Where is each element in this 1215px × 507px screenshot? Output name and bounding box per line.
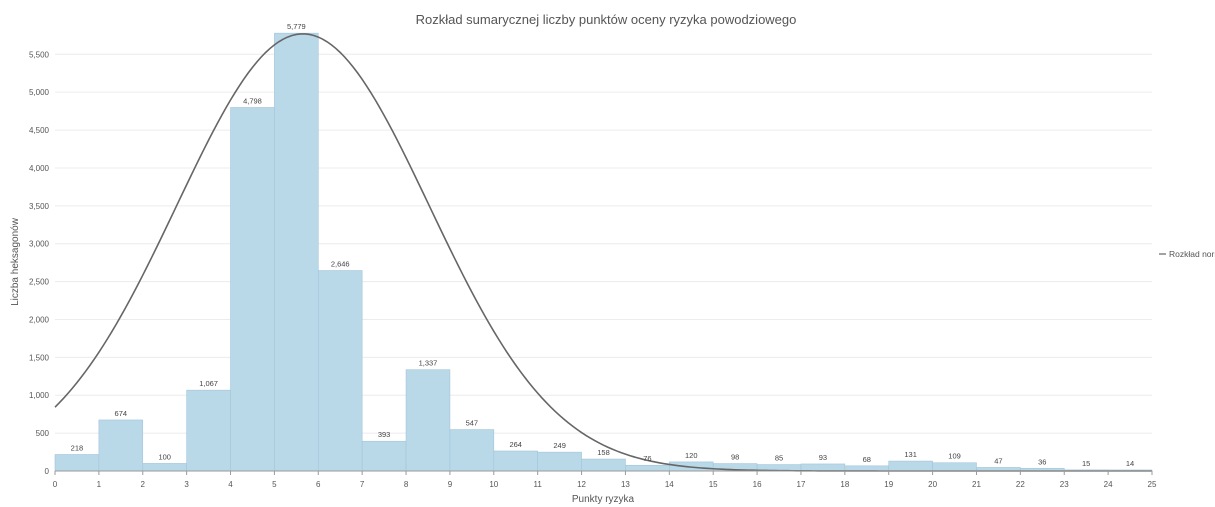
x-tick-label: 13 [621, 480, 630, 489]
x-tick-label: 2 [141, 480, 146, 489]
legend: Rozkład norm [1159, 249, 1215, 259]
bar [888, 460, 933, 472]
bar [98, 419, 144, 472]
bar [54, 454, 100, 472]
data-label: 674 [115, 409, 128, 418]
x-tick-label: 19 [884, 480, 893, 489]
data-label: 547 [466, 419, 479, 428]
data-label: 2,646 [331, 260, 350, 269]
axes: 0 500 1,000 1,500 2,000 2,500 3,000 3,500 4,000 4… [29, 50, 1157, 489]
x-tick-label: 21 [972, 480, 981, 489]
bar [274, 32, 319, 472]
chart-title: Rozkład sumarycznej liczby punktów oceny… [416, 12, 797, 27]
x-tick-label: 15 [709, 480, 718, 489]
data-label: 85 [775, 454, 783, 463]
x-tick-label: 22 [1016, 480, 1025, 489]
y-tick-label: 2,000 [29, 315, 50, 324]
bar [581, 458, 626, 472]
data-label: 93 [819, 453, 827, 462]
y-tick-label: 1,500 [29, 353, 50, 362]
x-tick-label: 17 [797, 480, 806, 489]
x-tick-label: 4 [228, 480, 233, 489]
data-label: 14 [1126, 459, 1134, 468]
bar [625, 464, 670, 472]
bar [493, 450, 538, 472]
data-label: 100 [158, 452, 171, 461]
data-label: 36 [1038, 457, 1046, 466]
x-tick-label: 9 [448, 480, 453, 489]
bar [449, 429, 495, 472]
y-tick-label: 500 [36, 429, 50, 438]
bar [405, 369, 451, 472]
data-label: 15 [1082, 459, 1090, 468]
y-tick-label: 5,500 [29, 50, 50, 59]
y-tick-label: 5,000 [29, 88, 50, 97]
x-tick-label: 0 [53, 480, 58, 489]
data-label: 1,337 [419, 359, 438, 368]
data-label: 120 [685, 451, 698, 460]
y-tick-label: 0 [45, 467, 50, 476]
bars [54, 32, 1153, 472]
data-label: 76 [643, 454, 651, 463]
x-tick-label: 11 [534, 480, 543, 489]
legend-label: Rozkład norm [1169, 249, 1215, 259]
bar [142, 463, 187, 472]
x-tick-label: 23 [1060, 480, 1069, 489]
data-label: 393 [378, 430, 391, 439]
y-tick-label: 3,000 [29, 240, 50, 249]
x-axis-title: Punkty ryzyka [572, 494, 635, 505]
x-tick-label: 1 [97, 480, 102, 489]
x-tick-label: 20 [928, 480, 937, 489]
x-tick-label: 18 [840, 480, 849, 489]
data-label: 5,779 [287, 22, 306, 31]
y-axis-title: Liczba heksagonów [10, 217, 21, 306]
data-label: 68 [863, 455, 871, 464]
x-tick-label: 6 [316, 480, 321, 489]
data-label: 131 [904, 450, 917, 459]
data-label: 109 [948, 452, 961, 461]
data-label: 218 [71, 443, 84, 452]
x-tick-label: 24 [1104, 480, 1113, 489]
data-label: 98 [731, 453, 739, 462]
bar [800, 463, 846, 472]
y-tick-label: 4,000 [29, 164, 50, 173]
bar [186, 389, 231, 472]
data-label: 47 [994, 456, 1002, 465]
x-tick-label: 12 [577, 480, 586, 489]
x-tick-label: 5 [272, 480, 277, 489]
data-label: 4,798 [243, 96, 262, 105]
bar [932, 462, 977, 472]
data-labels: 218 674 100 1,067 4,798 5,779 2,646 393 1,337 547… [71, 22, 1135, 468]
x-tick-label: 14 [665, 480, 674, 489]
bar [230, 107, 275, 472]
bar [537, 451, 582, 472]
x-tick-label: 7 [360, 480, 365, 489]
x-tick-label: 25 [1148, 480, 1157, 489]
x-tick-label: 16 [753, 480, 762, 489]
grid-lines [55, 53, 1152, 434]
bar [317, 270, 363, 472]
x-tick-label: 8 [404, 480, 409, 489]
data-label: 264 [509, 440, 522, 449]
x-tick-label: 10 [489, 480, 498, 489]
bar [361, 440, 407, 472]
y-tick-label: 1,000 [29, 391, 50, 400]
x-tick-label: 3 [184, 480, 189, 489]
y-tick-label: 2,500 [29, 278, 50, 287]
y-tick-label: 3,500 [29, 202, 50, 211]
data-label: 249 [553, 441, 566, 450]
data-label: 1,067 [199, 379, 218, 388]
data-label: 158 [597, 448, 610, 457]
y-tick-label: 4,500 [29, 126, 50, 135]
